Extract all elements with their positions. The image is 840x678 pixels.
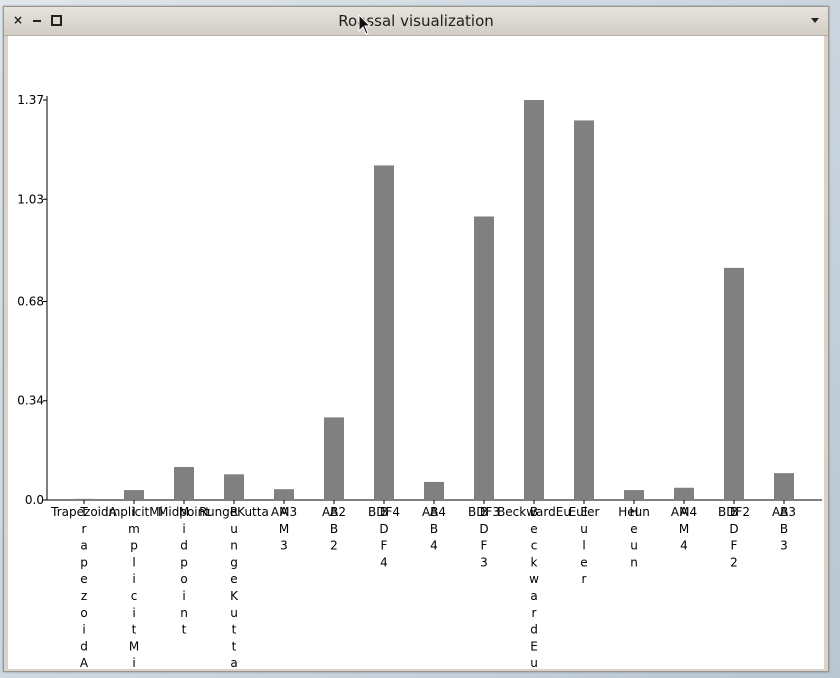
bar xyxy=(674,487,694,500)
x-tick-label: AM4A M 4 xyxy=(671,505,697,553)
x-tick-label: EulerE u l e r xyxy=(569,505,600,586)
close-icon[interactable]: × xyxy=(12,13,24,27)
bar xyxy=(524,100,544,500)
x-tick-label: BDF3B D F 3 xyxy=(468,505,500,569)
minimize-icon[interactable] xyxy=(29,12,45,28)
y-tick-label: 1.37 xyxy=(17,93,44,107)
bar xyxy=(374,165,394,500)
bar xyxy=(74,498,94,500)
bar xyxy=(574,120,594,500)
x-tick-label: TrapezoidAT r a p e z o i d A xyxy=(50,505,117,669)
x-tick-label: BDF4B D F 4 xyxy=(368,505,400,569)
x-tick-label: AM3A M 3 xyxy=(271,505,297,553)
chart-canvas: 0.0 0.34 0.68 1.03 1.37 TrapezoidAT r a p e z o i d A I… xyxy=(8,36,824,669)
bar xyxy=(324,417,344,500)
x-tick-label: AB2A B 2 xyxy=(322,505,346,553)
window-title: Roassal visualization xyxy=(338,12,494,30)
y-tick-label: 0.34 xyxy=(17,394,44,408)
bar xyxy=(474,216,494,501)
mouse-cursor-icon xyxy=(358,14,372,35)
x-tick-label: HeunH e u n xyxy=(618,505,650,569)
y-tick-label: 0.0 xyxy=(25,493,44,507)
bar xyxy=(424,481,444,500)
x-tick-label: AB3A B 3 xyxy=(772,505,796,553)
y-tick-label: 1.03 xyxy=(17,192,44,206)
bar xyxy=(774,473,794,500)
bar-chart: 0.0 0.34 0.68 1.03 1.37 TrapezoidAT r a p e z o i d AI… xyxy=(17,93,822,669)
bar xyxy=(174,467,194,500)
bar xyxy=(274,489,294,500)
bar xyxy=(224,474,244,500)
bar xyxy=(624,490,644,500)
chevron-down-icon[interactable] xyxy=(808,13,822,27)
x-tick-label: AB4A B 4 xyxy=(422,505,446,553)
title-bar[interactable]: × Roassal visualization xyxy=(4,7,828,36)
app-window: × Roassal visualization 0.0 0.34 0.68 1.03 1… xyxy=(3,6,829,672)
y-tick-label: 0.68 xyxy=(17,294,44,308)
maximize-icon[interactable] xyxy=(48,12,64,28)
bar xyxy=(124,490,144,500)
x-tick-label: MidpointM i d p o i n t xyxy=(158,505,210,637)
bar xyxy=(724,267,744,500)
x-tick-label: BDF2B D F 2 xyxy=(718,505,750,569)
